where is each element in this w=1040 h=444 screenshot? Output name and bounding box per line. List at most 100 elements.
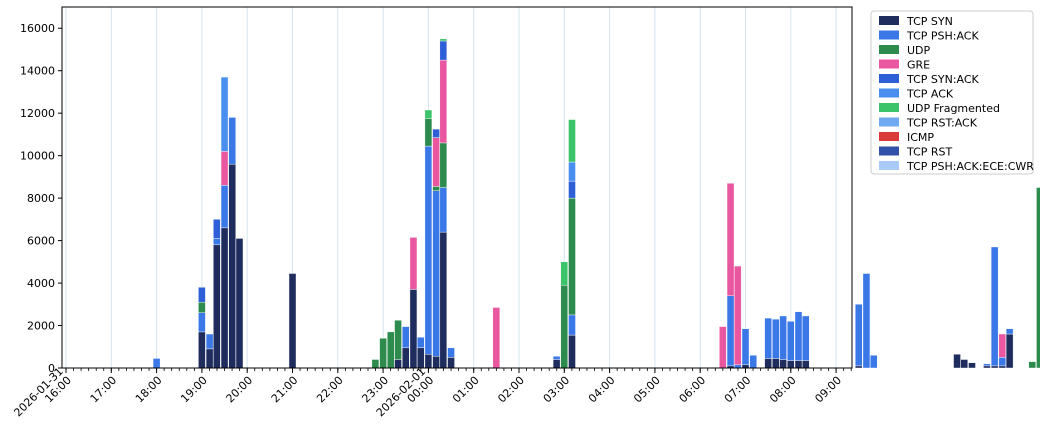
x-tick-label-line: 19:00 (178, 374, 210, 406)
x-tick-label-line: 07:00 (722, 374, 754, 406)
x-tick-label-line: 18:00 (133, 374, 165, 406)
bar-segment-tcp-psh-ack (772, 318, 780, 359)
x-tick-label-line: 06:00 (677, 374, 709, 406)
bar-segment-tcp-psh-ack (726, 295, 735, 367)
x-tick-label-line: 02:00 (495, 374, 527, 406)
bar-segment-gre (734, 265, 742, 366)
legend-label-tcp-rst-ack: TCP RST:ACK (906, 117, 978, 130)
bar-segment-tcp-syn (213, 244, 221, 369)
legend-swatch-tcp-syn (879, 16, 899, 25)
x-tick-label: 03:00 (541, 374, 573, 406)
bar-segment-tcp-psh-ack (198, 312, 206, 333)
x-tick-label: 07:00 (722, 374, 754, 406)
bar-segment-udp (198, 301, 206, 313)
bar-segment-tcp-syn (960, 359, 968, 369)
bar-segment-tcp-syn (235, 238, 244, 369)
bar-segment-tcp-psh-ack (855, 304, 863, 367)
legend-label-udp-fragmented: UDP Fragmented (907, 102, 1000, 115)
bar-segment-tcp-syn-ack (568, 180, 576, 199)
bar-segment-tcp-syn (447, 357, 455, 369)
bar-segment-udp (1036, 187, 1040, 369)
legend-swatch-tcp-psh-ack-ece-cwr (879, 161, 899, 170)
x-tick-label-line: 05:00 (631, 374, 663, 406)
legend-label-udp: UDP (907, 44, 931, 57)
bar-segment-gre (220, 151, 229, 186)
bar-segment-tcp-syn (764, 358, 772, 369)
y-tick-label: 8000 (27, 192, 55, 205)
legend-label-gre: GRE (907, 59, 930, 72)
bar-segment-gre (726, 183, 735, 297)
bar-segment-udp (424, 118, 433, 147)
bar-segment-tcp-psh-ack (552, 356, 561, 360)
bar-segment-tcp-psh-ack (764, 317, 772, 359)
legend-label-tcp-syn-ack: TCP SYN:ACK (906, 73, 980, 86)
x-tick-label: 18:00 (133, 374, 165, 406)
legend-swatch-tcp-ack (879, 88, 899, 98)
bar-segment-tcp-psh-ack (447, 347, 455, 358)
bar-segment-udp (371, 359, 380, 369)
bar-segment-tcp-syn (779, 359, 787, 369)
bar-segment-udp (394, 320, 402, 360)
bar-segment-tcp-psh-ack (869, 355, 878, 369)
bar-segment-udp (439, 142, 448, 188)
x-tick-label: 05:00 (631, 374, 663, 406)
x-tick-label: 01:00 (450, 374, 482, 406)
bar-segment-tcp-syn (855, 365, 863, 369)
bar-segment-tcp-psh-ack (802, 315, 810, 361)
bar-segment-gre (409, 237, 418, 290)
bar-segment-tcp-psh-ack (990, 246, 999, 367)
y-tick-label: 4000 (27, 277, 55, 290)
bar-segment-tcp-syn (983, 365, 991, 369)
bar-segment-tcp-psh-ack (794, 311, 803, 361)
legend-label-tcp-ack: TCP ACK (906, 88, 954, 101)
bar-segment-udp-fragmented (568, 119, 576, 163)
bar-segment-tcp-psh-ack (983, 363, 991, 367)
bar-segment-tcp-syn-ack (439, 40, 448, 61)
bar-segment-gre (432, 137, 440, 187)
legend-swatch-tcp-rst (879, 146, 899, 156)
bar-segment-tcp-syn (288, 273, 297, 369)
bar-segment-udp-fragmented (560, 261, 568, 286)
bar-segment-tcp-syn (772, 358, 780, 369)
bar-segment-tcp-psh-ack (205, 333, 214, 350)
bar-segment-tcp-syn-ack (432, 128, 440, 138)
x-tick-label-line: 01:00 (450, 374, 482, 406)
y-tick-label: 2000 (27, 320, 55, 333)
bar-segment-tcp-psh-ack (779, 315, 787, 360)
bar-segment-tcp-syn (953, 353, 961, 369)
bar-segment-tcp-psh-ack (220, 185, 229, 229)
bar-segment-tcp-psh-ack (568, 314, 576, 336)
legend-swatch-tcp-rst-ack (879, 117, 899, 127)
bar-segment-tcp-psh-ack (741, 328, 750, 366)
bar-segment-tcp-syn (998, 365, 1007, 369)
x-tick-label: 22:00 (314, 374, 346, 406)
bar-segment-tcp-psh-ack (432, 190, 440, 357)
x-tick-label: 19:00 (178, 374, 210, 406)
bar-segment-udp-fragmented (424, 109, 433, 119)
bar-segment-udp-fragmented (439, 38, 448, 42)
bar-segment-udp (560, 284, 568, 369)
bar-segment-gre (719, 326, 727, 369)
bar-segment-tcp-syn (198, 331, 206, 369)
bar-segment-tcp-psh-ack (228, 117, 236, 165)
bar-segment-tcp-syn (402, 347, 410, 369)
y-tick-label: 16000 (20, 22, 55, 35)
x-tick-label: 21:00 (269, 374, 301, 406)
plot-frame (61, 6, 853, 369)
legend-label-tcp-psh-ack-ece-cwr: TCP PSH:ACK:ECE:CWR (906, 160, 1034, 173)
y-tick-label: 0 (48, 362, 55, 375)
legend-swatch-icmp (879, 132, 899, 141)
bar-segment-tcp-syn (802, 360, 810, 369)
bar-segment-udp (379, 338, 387, 369)
x-tick-label: 02:00 (495, 374, 527, 406)
x-tick-label-line: 17:00 (88, 374, 120, 406)
x-tick-label: 09:00 (812, 374, 844, 406)
bar-segment-tcp-psh-ack (1005, 328, 1014, 335)
legend-swatch-gre (879, 59, 899, 69)
x-tick-label-line: 08:00 (767, 374, 799, 406)
